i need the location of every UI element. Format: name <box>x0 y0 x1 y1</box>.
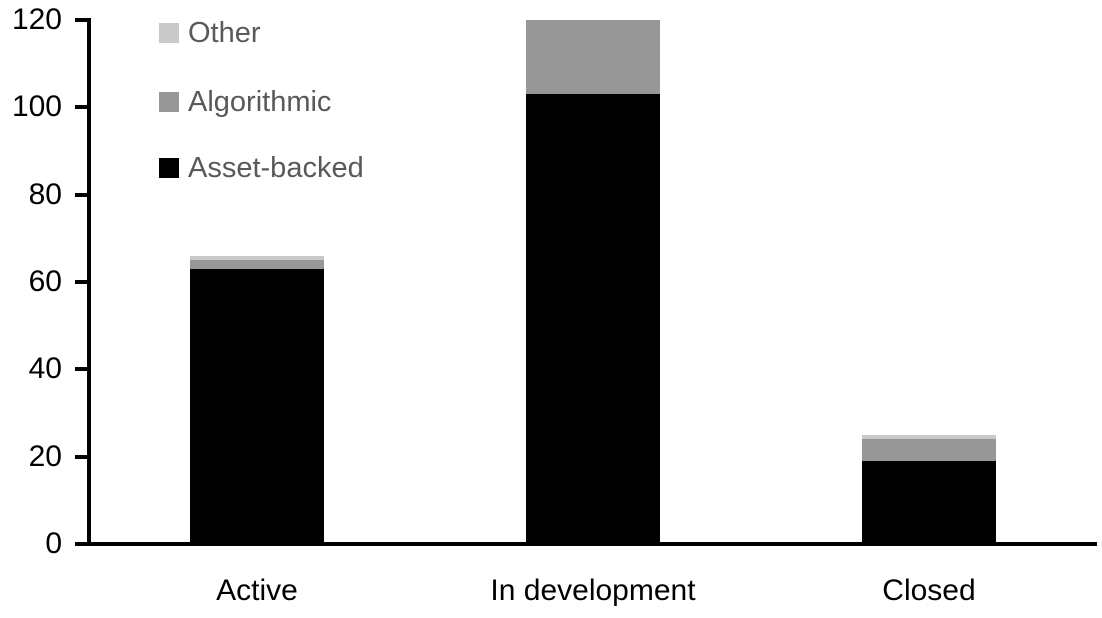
bar-segment-asset-backed <box>190 268 324 544</box>
y-axis-tick-label: 40 <box>28 352 62 385</box>
legend-swatch-icon-other <box>159 23 179 43</box>
y-axis-tick-label: 80 <box>28 178 62 211</box>
x-axis-label-active: Active <box>216 574 298 607</box>
bar-segment-algorithmic <box>190 260 324 269</box>
legend-label-other: Other <box>188 17 261 49</box>
legend-item-algorithmic: Algorithmic <box>159 84 331 120</box>
y-axis-tick <box>75 193 89 197</box>
bar-segment-algorithmic <box>862 439 996 461</box>
y-axis-tick <box>75 18 89 22</box>
legend-item-asset-backed: Asset-backed <box>159 150 364 186</box>
y-axis-tick-label: 120 <box>11 3 62 36</box>
bar-segment-asset-backed <box>526 94 660 544</box>
y-axis-tick <box>75 105 89 109</box>
y-axis-tick <box>75 367 89 371</box>
bar-segment-asset-backed <box>862 461 996 544</box>
bar-active <box>190 255 324 544</box>
y-axis-tick-label: 0 <box>45 527 62 560</box>
bar-in-development <box>526 20 660 544</box>
x-axis-label-closed: Closed <box>882 574 976 607</box>
bar-closed <box>862 434 996 544</box>
legend-item-other: Other <box>159 15 261 51</box>
legend-label-algorithmic: Algorithmic <box>188 86 332 118</box>
x-axis-label-in-development: In development <box>490 574 696 607</box>
legend-swatch-icon-algorithmic <box>159 92 179 112</box>
y-axis-tick-label: 60 <box>28 265 62 298</box>
y-axis-tick <box>75 455 89 459</box>
bar-segment-other <box>190 255 324 261</box>
x-axis-line <box>87 542 1097 546</box>
bar-segment-other <box>862 434 996 440</box>
y-axis-tick <box>75 542 89 546</box>
legend-swatch-icon-asset-backed <box>159 158 179 178</box>
y-axis-tick <box>75 280 89 284</box>
y-axis-line <box>87 18 91 546</box>
y-axis-tick-label: 20 <box>28 440 62 473</box>
bar-segment-algorithmic <box>526 20 660 95</box>
legend-label-asset-backed: Asset-backed <box>188 152 364 184</box>
y-axis-tick-label: 100 <box>11 90 62 123</box>
